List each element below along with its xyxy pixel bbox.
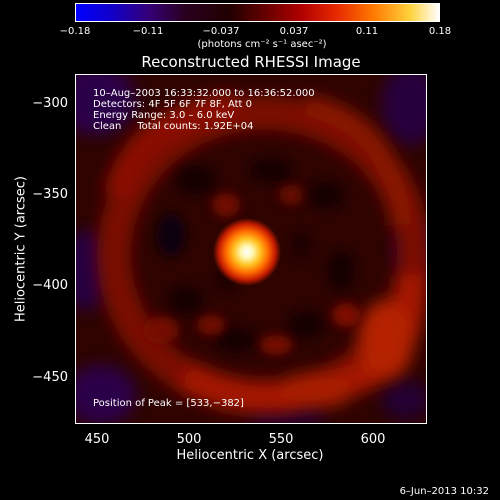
colorbar-tick-label: 0.037 xyxy=(279,26,309,37)
timestamp: 6–Jun–2013 10:32 xyxy=(399,486,489,497)
rhessi-image: 10–Aug–2003 16:33:32.000 to 16:36:52.000… xyxy=(75,74,427,424)
x-tick-label: 450 xyxy=(84,432,110,447)
x-tick-label: 600 xyxy=(360,432,386,447)
info-line-detectors: Detectors: 4F 5F 6F 7F 8F, Att 0 xyxy=(93,99,253,110)
info-line-clean-counts: Clean Total counts: 1.92E+04 xyxy=(93,121,254,132)
x-tick-label: 550 xyxy=(268,432,294,447)
x-axis-label: Heliocentric X (arcsec) xyxy=(176,448,324,463)
peak-position-label: Position of Peak = [533,−382] xyxy=(93,398,244,409)
y-tick-label: −300 xyxy=(32,96,68,111)
colorbar-tick-label: −0.11 xyxy=(132,26,164,37)
y-axis-label: Heliocentric Y (arcsec) xyxy=(13,176,29,322)
colorbar-tick-label: −0.037 xyxy=(202,26,240,37)
colorbar-tick-label: 0.11 xyxy=(355,26,379,37)
y-tick-label: −350 xyxy=(32,187,68,202)
colorbar xyxy=(75,3,440,22)
rhessi-image-pixels xyxy=(76,75,426,423)
colorbar-tick-label: 0.18 xyxy=(428,26,452,37)
plot-title: Reconstructed RHESSI Image xyxy=(141,53,361,71)
colorbar-tick-label: −0.18 xyxy=(59,26,91,37)
info-line-time-range: 10–Aug–2003 16:33:32.000 to 16:36:52.000 xyxy=(93,88,315,99)
colorbar-unit-label: (photons cm⁻² s⁻¹ asec⁻²) xyxy=(197,39,327,50)
info-line-energy-range: Energy Range: 3.0 – 6.0 keV xyxy=(93,110,235,121)
x-tick-label: 500 xyxy=(176,432,202,447)
y-tick-label: −400 xyxy=(32,278,68,293)
y-tick-label: −450 xyxy=(32,370,68,385)
